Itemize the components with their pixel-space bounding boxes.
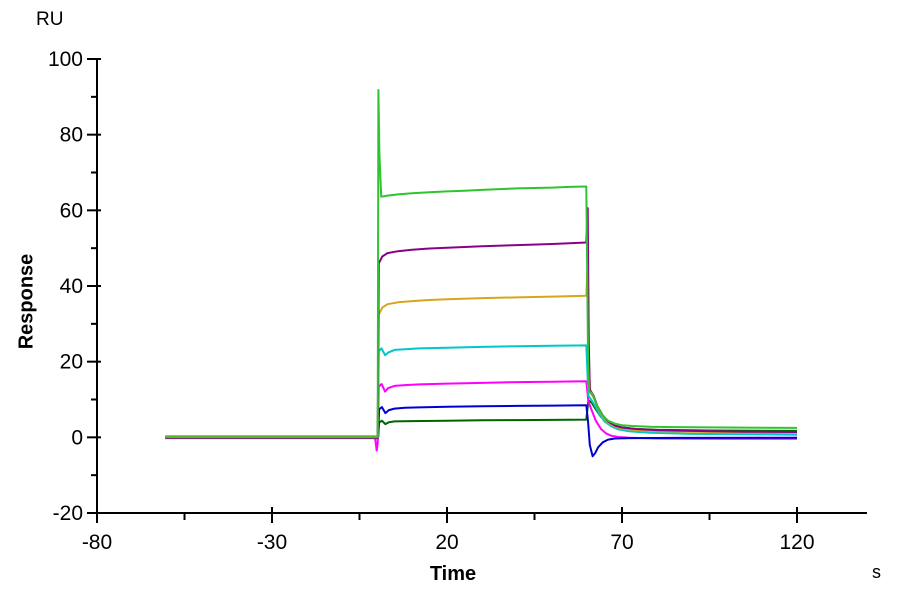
y-axis-unit-label: RU [36, 9, 64, 30]
x-axis-unit-label: s [872, 562, 881, 582]
series-green [165, 89, 798, 439]
x-axis-title: Time [429, 563, 477, 585]
x-tick-label: 20 [435, 531, 458, 554]
y-tick-label: 60 [60, 199, 83, 222]
x-tick-label: -80 [82, 531, 112, 554]
series-magenta [165, 380, 797, 452]
x-tick-label: 120 [779, 531, 814, 554]
y-tick-label: 100 [48, 48, 83, 71]
y-tick-label: 20 [60, 351, 83, 374]
x-tick-label: 70 [610, 531, 633, 554]
x-tick-label: -30 [257, 531, 287, 554]
series-purple [165, 207, 798, 440]
y-axis-title: Response [15, 253, 38, 350]
y-tick-label: 40 [60, 275, 83, 298]
y-tick-label: -20 [53, 502, 83, 525]
series-gold [165, 260, 798, 438]
series-cyan [165, 344, 798, 439]
y-tick-label: 0 [71, 426, 83, 449]
series-blue [165, 404, 798, 458]
y-tick-label: 80 [60, 124, 83, 147]
